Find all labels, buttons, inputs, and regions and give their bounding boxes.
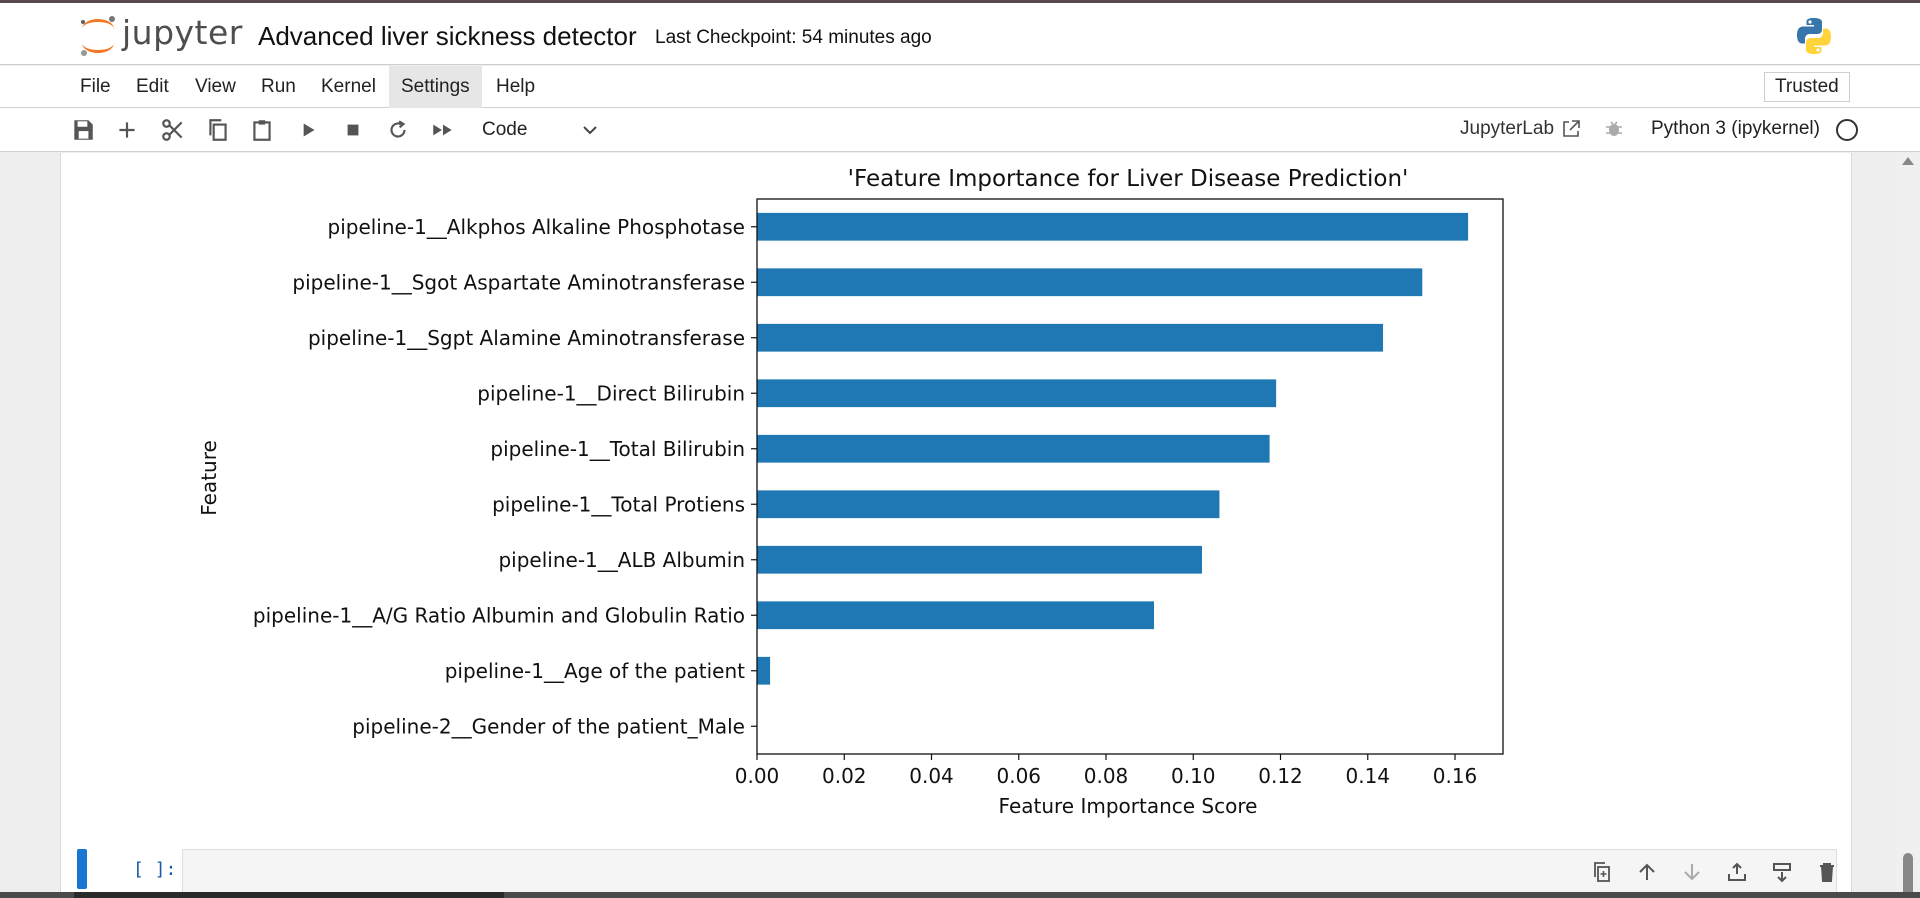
chart-category-label: pipeline-1__Total Bilirubin: [490, 437, 745, 461]
cell-prompt: [ ]:: [133, 859, 177, 880]
trusted-badge[interactable]: Trusted: [1764, 72, 1850, 102]
menu-view[interactable]: View: [195, 76, 236, 97]
menu-edit[interactable]: Edit: [136, 76, 169, 97]
menu-help[interactable]: Help: [496, 76, 536, 97]
chart-bar: [757, 601, 1154, 630]
chart-x-tick-label: 0.14: [1345, 764, 1390, 788]
duplicate-cell-icon[interactable]: [1590, 860, 1614, 884]
chart-plot-frame: [756, 198, 1504, 755]
vertical-scrollbar[interactable]: [1896, 153, 1920, 898]
insert-above-icon[interactable]: [1725, 860, 1749, 884]
kernel-status-idle-icon: [1836, 119, 1858, 141]
chart-category-label: pipeline-1__Sgot Aspartate Aminotransfer…: [292, 270, 745, 294]
chart-category-label: pipeline-1__ALB Albumin: [498, 548, 745, 572]
insert-below-icon[interactable]: [1770, 860, 1794, 884]
scrollbar-thumb[interactable]: [1903, 853, 1913, 898]
chart-title: 'Feature Importance for Liver Disease Pr…: [848, 166, 1409, 192]
chart-bar: [757, 379, 1277, 408]
external-link-icon[interactable]: [1560, 118, 1582, 140]
cut-icon[interactable]: [160, 117, 186, 143]
chart-category-label: pipeline-1__Sgpt Alamine Aminotransferas…: [308, 326, 745, 350]
cell-type-value: Code: [482, 119, 528, 140]
chart-x-tick-label: 0.16: [1433, 764, 1478, 788]
delete-cell-icon[interactable]: [1815, 860, 1839, 884]
chart-x-tick-label: 0.04: [909, 764, 954, 788]
notebook-title[interactable]: Advanced liver sickness detector: [258, 21, 637, 51]
jupyterlab-link[interactable]: JupyterLab: [1460, 118, 1555, 139]
chart-category-label: pipeline-1__Total Protiens: [492, 492, 745, 516]
empty-code-cell[interactable]: [ ]:: [61, 849, 1853, 893]
chart-bar: [757, 268, 1423, 297]
window-top-border: [0, 0, 1920, 3]
chart-x-tick-label: 0.00: [735, 764, 780, 788]
chart-bar: [757, 490, 1220, 519]
chart-bar: [757, 212, 1469, 241]
chart-y-axis-label: Feature: [197, 440, 221, 516]
chart-x-axis-label: Feature Importance Score: [999, 794, 1258, 818]
menu-run[interactable]: Run: [261, 76, 296, 97]
chart-category-labels: pipeline-1__Alkphos Alkaline Phosphotase…: [253, 215, 757, 738]
last-checkpoint: Last Checkpoint: 54 minutes ago: [655, 27, 932, 48]
restart-icon[interactable]: [385, 117, 411, 143]
kernel-name[interactable]: Python 3 (ipykernel): [1651, 118, 1820, 139]
cell-type-select[interactable]: Code: [468, 114, 608, 146]
notebook-panel: 'Feature Importance for Liver Disease Pr…: [60, 153, 1852, 898]
copy-icon[interactable]: [205, 117, 231, 143]
cell-input[interactable]: [182, 849, 1837, 893]
chart-bar: [757, 434, 1270, 463]
debugger-icon[interactable]: [1603, 118, 1625, 140]
chart-bar: [757, 323, 1384, 352]
notebook-header: jupyter Advanced liver sickness detector…: [0, 3, 1920, 65]
notebook-toolbar: Code JupyterLab Python 3 (ipykernel): [0, 108, 1920, 152]
move-down-icon[interactable]: [1680, 860, 1704, 884]
menu-bar: File Edit View Run Kernel Settings Help …: [0, 66, 1920, 108]
chevron-down-icon: [583, 126, 597, 135]
chart-x-tick-label: 0.06: [996, 764, 1041, 788]
scroll-up-arrow-icon[interactable]: [1902, 157, 1914, 165]
save-icon[interactable]: [70, 117, 96, 143]
chart-category-label: pipeline-1__Direct Bilirubin: [477, 381, 745, 405]
chart-x-tick-label: 0.08: [1084, 764, 1129, 788]
chart-bars: [757, 212, 1469, 685]
menu-file[interactable]: File: [80, 76, 111, 97]
status-strip-segment: [74, 892, 504, 898]
add-cell-icon[interactable]: [114, 117, 140, 143]
move-up-icon[interactable]: [1635, 860, 1659, 884]
stop-icon[interactable]: [340, 117, 366, 143]
jupyter-wordmark[interactable]: jupyter: [122, 13, 243, 52]
chart-category-label: pipeline-2__Gender of the patient_Male: [352, 714, 745, 738]
python-logo-icon: [1797, 18, 1831, 54]
menu-kernel[interactable]: Kernel: [321, 76, 376, 97]
fast-forward-icon[interactable]: [430, 117, 456, 143]
chart-bar: [757, 545, 1202, 574]
chart-x-tick-label: 0.12: [1258, 764, 1303, 788]
jupyter-logo-icon[interactable]: [76, 13, 120, 57]
status-strip: [0, 892, 1920, 898]
chart-x-tick-label: 0.10: [1171, 764, 1216, 788]
chart-x-tick-label: 0.02: [822, 764, 867, 788]
chart-category-label: pipeline-1__A/G Ratio Albumin and Globul…: [253, 603, 745, 627]
run-icon[interactable]: [295, 117, 321, 143]
chart-category-label: pipeline-1__Age of the patient: [445, 659, 745, 683]
chart-x-ticks: 0.00 0.02 0.04 0.06 0.08 0.10 0.12 0.14 0.16: [735, 754, 1478, 788]
paste-icon[interactable]: [249, 117, 275, 143]
chart-category-label: pipeline-1__Alkphos Alkaline Phosphotase: [328, 215, 746, 239]
feature-importance-chart: 'Feature Importance for Liver Disease Pr…: [197, 166, 1504, 818]
chart-bar: [757, 656, 771, 685]
menu-settings[interactable]: Settings: [389, 66, 482, 108]
active-cell-indicator: [77, 849, 87, 889]
